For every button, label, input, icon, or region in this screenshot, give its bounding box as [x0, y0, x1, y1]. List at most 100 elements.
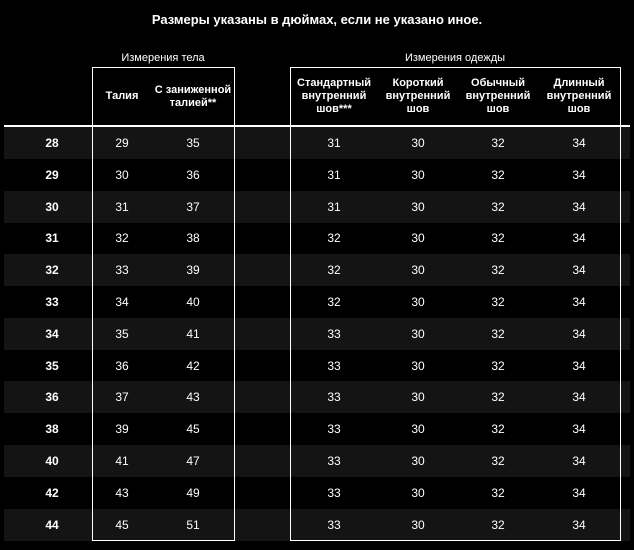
long-inseam-cell: 34: [572, 231, 586, 246]
long-inseam-cell: 34: [572, 390, 586, 405]
low-waist-cell: 49: [186, 485, 200, 500]
low-waist-cell: 51: [186, 517, 200, 532]
column-header-long-inseam: Длинный внутренний шов: [546, 77, 612, 115]
regular-inseam-cell: 32: [491, 199, 505, 214]
regular-inseam-cell: 32: [491, 485, 505, 500]
waist-cell: 29: [115, 136, 129, 150]
garment-measurements-group-title: Измерения одежды: [404, 52, 506, 64]
table-row: 36 37 43 33 30 32 34: [4, 381, 630, 414]
column-header-short-inseam: Короткий внутренний шов: [385, 77, 451, 115]
size-cell: 42: [45, 485, 59, 500]
page-title: Размеры указаны в дюймах, если не указан…: [151, 12, 483, 27]
table-row: 29 30 36 31 30 32 34: [4, 159, 630, 191]
standard-inseam-cell: 32: [327, 231, 341, 246]
header-divider: [4, 125, 630, 127]
waist-cell: 31: [115, 199, 129, 214]
standard-inseam-cell: 32: [327, 263, 341, 278]
short-inseam-cell: 30: [411, 263, 425, 278]
table-row: 33 34 40 32 30 32 34: [4, 286, 630, 318]
short-inseam-cell: 30: [411, 136, 425, 150]
regular-inseam-cell: 32: [491, 136, 505, 150]
regular-inseam-cell: 32: [491, 454, 505, 468]
short-inseam-cell: 30: [411, 295, 425, 309]
waist-cell: 33: [115, 263, 129, 278]
waist-cell: 32: [115, 231, 129, 246]
size-cell: 30: [45, 199, 59, 214]
standard-inseam-cell: 31: [327, 167, 341, 182]
table-row: 34 35 41 33 30 32 34: [4, 317, 630, 350]
low-waist-cell: 36: [186, 167, 200, 182]
waist-cell: 34: [115, 295, 129, 309]
waist-cell: 39: [115, 422, 129, 437]
low-waist-cell: 42: [186, 358, 200, 373]
long-inseam-cell: 34: [572, 295, 586, 309]
low-waist-cell: 43: [186, 390, 200, 405]
low-waist-cell: 39: [186, 263, 200, 278]
regular-inseam-cell: 32: [491, 326, 505, 341]
table-row: 31 32 38 32 30 32 34: [4, 222, 630, 254]
standard-inseam-cell: 33: [327, 358, 341, 373]
table-row: 44 45 51 33 30 32 34: [4, 508, 630, 541]
short-inseam-cell: 30: [411, 390, 425, 405]
size-cell: 38: [45, 422, 59, 437]
size-cell: 36: [45, 390, 59, 405]
table-row: 35 36 42 33 30 32 34: [4, 350, 630, 382]
size-cell: 44: [45, 517, 59, 532]
standard-inseam-cell: 33: [327, 390, 341, 405]
long-inseam-cell: 34: [572, 485, 586, 500]
standard-inseam-cell: 33: [327, 517, 341, 532]
waist-cell: 43: [115, 485, 129, 500]
regular-inseam-cell: 32: [491, 390, 505, 405]
regular-inseam-cell: 32: [491, 295, 505, 309]
standard-inseam-cell: 33: [327, 454, 341, 468]
short-inseam-cell: 30: [411, 485, 425, 500]
regular-inseam-cell: 32: [491, 517, 505, 532]
short-inseam-cell: 30: [411, 326, 425, 341]
table-row: 28 29 35 31 30 32 34: [4, 127, 630, 159]
low-waist-cell: 41: [186, 326, 200, 341]
column-header-low-waist: С заниженной талией**: [154, 83, 232, 109]
long-inseam-cell: 34: [572, 263, 586, 278]
regular-inseam-cell: 32: [491, 231, 505, 246]
size-cell: 31: [45, 231, 59, 246]
long-inseam-cell: 34: [572, 167, 586, 182]
long-inseam-cell: 34: [572, 199, 586, 214]
short-inseam-cell: 30: [411, 454, 425, 468]
table-row: 32 33 39 32 30 32 34: [4, 254, 630, 287]
long-inseam-cell: 34: [572, 358, 586, 373]
long-inseam-cell: 34: [572, 517, 586, 532]
table-row: 42 43 49 33 30 32 34: [4, 477, 630, 509]
waist-cell: 36: [115, 358, 129, 373]
low-waist-cell: 35: [186, 136, 200, 150]
size-cell: 32: [45, 263, 59, 278]
size-cell: 40: [45, 454, 59, 468]
low-waist-cell: 38: [186, 231, 200, 246]
short-inseam-cell: 30: [411, 231, 425, 246]
long-inseam-cell: 34: [572, 454, 586, 468]
size-cell: 34: [45, 326, 59, 341]
waist-cell: 45: [115, 517, 129, 532]
size-cell: 33: [45, 295, 59, 309]
regular-inseam-cell: 32: [491, 358, 505, 373]
standard-inseam-cell: 33: [327, 485, 341, 500]
table-row: 40 41 47 33 30 32 34: [4, 445, 630, 477]
column-header-waist: Талия: [105, 90, 139, 102]
standard-inseam-cell: 31: [327, 136, 341, 150]
standard-inseam-cell: 33: [327, 326, 341, 341]
waist-cell: 35: [115, 326, 129, 341]
waist-cell: 41: [115, 454, 129, 468]
regular-inseam-cell: 32: [491, 167, 505, 182]
short-inseam-cell: 30: [411, 358, 425, 373]
size-cell: 29: [45, 167, 59, 182]
short-inseam-cell: 30: [411, 422, 425, 437]
waist-cell: 30: [115, 167, 129, 182]
short-inseam-cell: 30: [411, 167, 425, 182]
low-waist-cell: 45: [186, 422, 200, 437]
regular-inseam-cell: 32: [491, 422, 505, 437]
low-waist-cell: 47: [186, 454, 200, 468]
size-cell: 35: [45, 358, 59, 373]
low-waist-cell: 37: [186, 199, 200, 214]
short-inseam-cell: 30: [411, 199, 425, 214]
low-waist-cell: 40: [186, 295, 200, 309]
standard-inseam-cell: 33: [327, 422, 341, 437]
